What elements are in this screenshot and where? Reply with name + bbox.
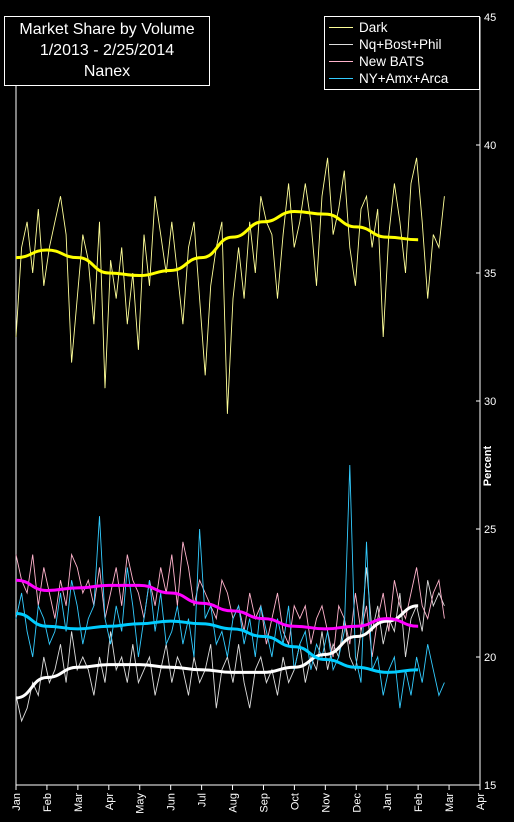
chart-title-box: Market Share by Volume 1/2013 - 2/25/201…	[4, 16, 210, 86]
legend-swatch-new-bats	[329, 61, 353, 62]
y-tick-label: 15	[484, 780, 496, 792]
trend-line-nq-bost-phil	[15, 604, 419, 700]
x-tick-label: Feb	[42, 793, 54, 812]
series-line-ny-amx-arca	[15, 464, 445, 709]
y-tick-label: 45	[484, 12, 496, 24]
chart-axes: 15 20 25 30 35 40 45 Jan Feb Mar Apr May Jun Jul Aug Se…	[11, 12, 496, 814]
x-tick-label: Apr	[475, 793, 487, 810]
series-line-dark	[15, 157, 445, 414]
x-tick-label: Mar	[73, 793, 85, 812]
series-line-nq-bost-phil	[15, 567, 445, 723]
x-tick-label: Oct	[289, 793, 301, 810]
trend-line-ny-amx-arca	[15, 611, 419, 674]
series-lines	[15, 157, 445, 723]
legend-label-ny-amx-arca: NY+Amx+Arca	[359, 71, 449, 86]
x-tick-label: Jan	[11, 793, 23, 811]
series-line-new-bats	[15, 541, 445, 658]
y-tick-label: 25	[484, 524, 496, 536]
trend-lines	[15, 210, 419, 700]
x-tick-label: May	[135, 793, 147, 814]
chart-legend: Dark Nq+Bost+Phil New BATS NY+Amx+Arca	[324, 16, 480, 90]
x-tick-label: Sep	[258, 793, 270, 813]
legend-item-nq-bost-phil: Nq+Bost+Phil	[329, 36, 479, 53]
y-tick-label: 20	[484, 652, 496, 664]
x-tick-label: Feb	[413, 793, 425, 812]
chart-subtitle-source: Nanex	[83, 63, 131, 80]
x-tick-label: Nov	[320, 793, 332, 813]
x-tick-label: Mar	[444, 793, 456, 812]
legend-item-dark: Dark	[329, 19, 479, 36]
y-axis-label: Percent	[482, 445, 494, 487]
legend-swatch-nq-bost-phil	[329, 44, 353, 45]
y-tick-label: 35	[484, 268, 496, 280]
chart-title: Market Share by Volume	[19, 21, 195, 38]
legend-swatch-ny-amx-arca	[329, 78, 353, 79]
x-tick-label: Dec	[351, 793, 363, 813]
x-tick-label: Jul	[197, 793, 209, 807]
y-tick-label: 40	[484, 140, 496, 152]
chart-subtitle-dates: 1/2013 - 2/25/2014	[39, 42, 175, 59]
y-tick-label: 30	[484, 396, 496, 408]
legend-label-new-bats: New BATS	[359, 54, 425, 69]
legend-label-dark: Dark	[359, 20, 388, 35]
legend-item-ny-amx-arca: NY+Amx+Arca	[329, 70, 479, 87]
trend-line-dark	[15, 210, 419, 278]
x-tick-label: Jun	[166, 793, 178, 811]
trend-line-new-bats	[15, 578, 419, 631]
legend-label-nq-bost-phil: Nq+Bost+Phil	[359, 37, 442, 52]
legend-item-new-bats: New BATS	[329, 53, 479, 70]
x-tick-label: Apr	[104, 793, 116, 810]
x-tick-label: Aug	[228, 793, 240, 813]
legend-swatch-dark	[329, 27, 353, 28]
x-tick-label: Jan	[382, 793, 394, 811]
